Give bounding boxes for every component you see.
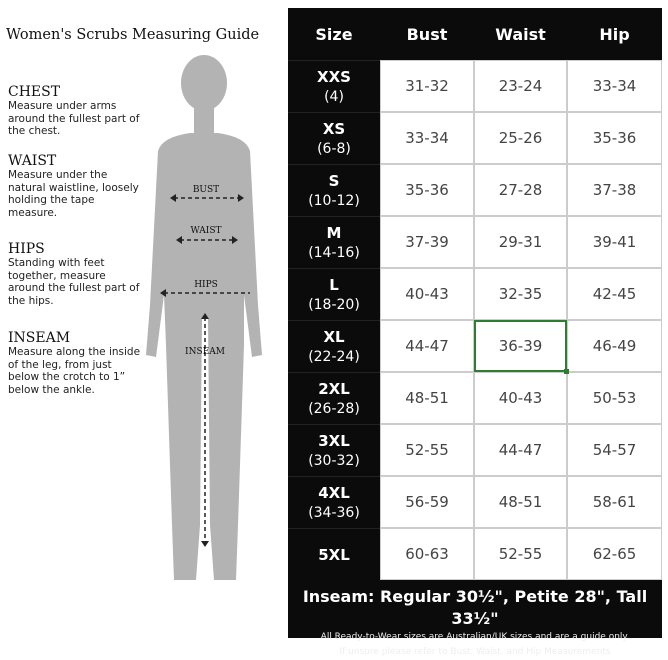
bust-label: BUST — [193, 185, 219, 195]
cell-hip[interactable]: 50-53 — [567, 372, 662, 424]
size-numeric: (22-24) — [308, 348, 360, 365]
body-figure: BUST WAIST HIPS INSEAM — [146, 55, 262, 580]
size-chart-table: Size Bust Waist Hip XXS (4) 31-32 23-24 33-… — [288, 8, 662, 657]
size-label: XL — [323, 327, 345, 346]
cell-waist[interactable]: 27-28 — [474, 164, 567, 216]
cell-waist[interactable]: 48-51 — [474, 476, 567, 528]
hips-text: Standing with feet together, measure aro… — [8, 257, 140, 307]
cell-bust[interactable]: 56-59 — [380, 476, 474, 528]
table-row: M (14-16) 37-39 29-31 39-41 — [288, 216, 662, 268]
table-row: XXS (4) 31-32 23-24 33-34 — [288, 60, 662, 112]
table-header: Size Bust Waist Hip — [288, 8, 662, 60]
table-footer: Inseam: Regular 30½", Petite 28", Tall 3… — [288, 580, 662, 660]
cell-waist[interactable]: 25-26 — [474, 112, 567, 164]
size-cell: XL (22-24) — [288, 320, 380, 372]
cell-waist[interactable]: 52-55 — [474, 528, 567, 580]
size-cell: S (10-12) — [288, 164, 380, 216]
cell-bust[interactable]: 44-47 — [380, 320, 474, 372]
size-numeric: (30-32) — [308, 452, 360, 469]
table-row: 4XL (34-36) 56-59 48-51 58-61 — [288, 476, 662, 528]
waist-label: WAIST — [190, 226, 221, 236]
table-row: 5XL 60-63 52-55 62-65 — [288, 528, 662, 580]
table-row: 3XL (30-32) 52-55 44-47 54-57 — [288, 424, 662, 476]
chest-section: CHEST Measure under arms around the fulle… — [8, 84, 143, 138]
chest-text: Measure under arms around the fullest pa… — [8, 100, 140, 137]
size-cell: XXS (4) — [288, 60, 380, 112]
hips-section: HIPS Standing with feet together, measure… — [8, 241, 143, 307]
size-cell: XS (6-8) — [288, 112, 380, 164]
header-hip: Hip — [599, 24, 630, 44]
cell-bust[interactable]: 35-36 — [380, 164, 474, 216]
waist-heading: WAIST — [8, 153, 57, 169]
cell-bust[interactable]: 37-39 — [380, 216, 474, 268]
inseam-label: INSEAM — [185, 347, 225, 357]
size-numeric: (34-36) — [308, 504, 360, 521]
size-label: XS — [322, 119, 346, 138]
size-numeric: (26-28) — [308, 400, 360, 417]
cell-hip[interactable]: 62-65 — [567, 528, 662, 580]
inseam-summary: Inseam: Regular 30½", Petite 28", Tall 3… — [302, 587, 648, 628]
cell-hip[interactable]: 37-38 — [567, 164, 662, 216]
header-size: Size — [315, 24, 353, 44]
cell-bust[interactable]: 40-43 — [380, 268, 474, 320]
size-label: 5XL — [318, 545, 350, 564]
size-label: M — [326, 223, 342, 242]
size-label: 4XL — [318, 483, 350, 502]
cell-hip[interactable]: 58-61 — [567, 476, 662, 528]
inseam-section: INSEAM Measure along the inside of the le… — [8, 330, 143, 396]
body-silhouette — [146, 55, 262, 580]
waist-section: WAIST Measure under the natural waistline… — [8, 153, 143, 219]
cell-hip[interactable]: 46-49 — [567, 320, 662, 372]
cell-hip[interactable]: 33-34 — [567, 60, 662, 112]
size-numeric: (10-12) — [308, 192, 360, 209]
table-row: S (10-12) 35-36 27-28 37-38 — [288, 164, 662, 216]
table-row: XS (6-8) 33-34 25-26 35-36 — [288, 112, 662, 164]
size-cell: M (14-16) — [288, 216, 380, 268]
waist-text: Measure under the natural waistline, loo… — [8, 169, 139, 219]
inseam-heading: INSEAM — [8, 330, 71, 346]
size-label: 3XL — [318, 431, 350, 450]
cell-hip[interactable]: 42-45 — [567, 268, 662, 320]
hips-label: HIPS — [194, 280, 218, 290]
cell-waist[interactable]: 23-24 — [474, 60, 567, 112]
cell-waist[interactable]: 36-39 — [474, 320, 569, 374]
cell-bust[interactable]: 31-32 — [380, 60, 474, 112]
size-cell: L (18-20) — [288, 268, 380, 320]
table-row: XL (22-24) 44-47 36-39 46-49 — [288, 320, 662, 374]
cell-waist[interactable]: 29-31 — [474, 216, 567, 268]
chest-heading: CHEST — [8, 84, 61, 100]
table-row: L (18-20) 40-43 32-35 42-45 — [288, 268, 662, 320]
cell-hip[interactable]: 35-36 — [567, 112, 662, 164]
footer-note-1: All Ready-to-Wear sizes are Australian/U… — [320, 632, 630, 642]
cell-bust[interactable]: 33-34 — [380, 112, 474, 164]
page-title: Women's Scrubs Measuring Guide — [6, 27, 260, 43]
cell-bust[interactable]: 52-55 — [380, 424, 474, 476]
cell-waist[interactable]: 40-43 — [474, 372, 567, 424]
cell-hip[interactable]: 39-41 — [567, 216, 662, 268]
size-cell: 3XL (30-32) — [288, 424, 380, 476]
inseam-text: Measure along the inside of the leg, fro… — [8, 346, 141, 396]
cell-waist[interactable]: 44-47 — [474, 424, 567, 476]
header-waist: Waist — [495, 24, 546, 44]
footer-note-2: If unsure please refer to Bust, Waist, a… — [339, 647, 611, 657]
size-numeric: (4) — [324, 88, 344, 105]
size-label: L — [329, 275, 339, 294]
size-numeric: (6-8) — [317, 140, 351, 157]
header-bust: Bust — [406, 24, 448, 44]
size-label: S — [328, 171, 340, 190]
cell-bust[interactable]: 60-63 — [380, 528, 474, 580]
hips-heading: HIPS — [8, 241, 45, 257]
size-numeric: (14-16) — [308, 244, 360, 261]
size-cell: 5XL — [288, 528, 380, 580]
cell-waist[interactable]: 32-35 — [474, 268, 567, 320]
table-row: 2XL (26-28) 48-51 40-43 50-53 — [288, 372, 662, 424]
size-cell: 4XL (34-36) — [288, 476, 380, 528]
cell-bust[interactable]: 48-51 — [380, 372, 474, 424]
size-numeric: (18-20) — [308, 296, 360, 313]
size-label: 2XL — [318, 379, 350, 398]
size-cell: 2XL (26-28) — [288, 372, 380, 424]
cell-hip[interactable]: 54-57 — [567, 424, 662, 476]
size-label: XXS — [317, 67, 351, 86]
